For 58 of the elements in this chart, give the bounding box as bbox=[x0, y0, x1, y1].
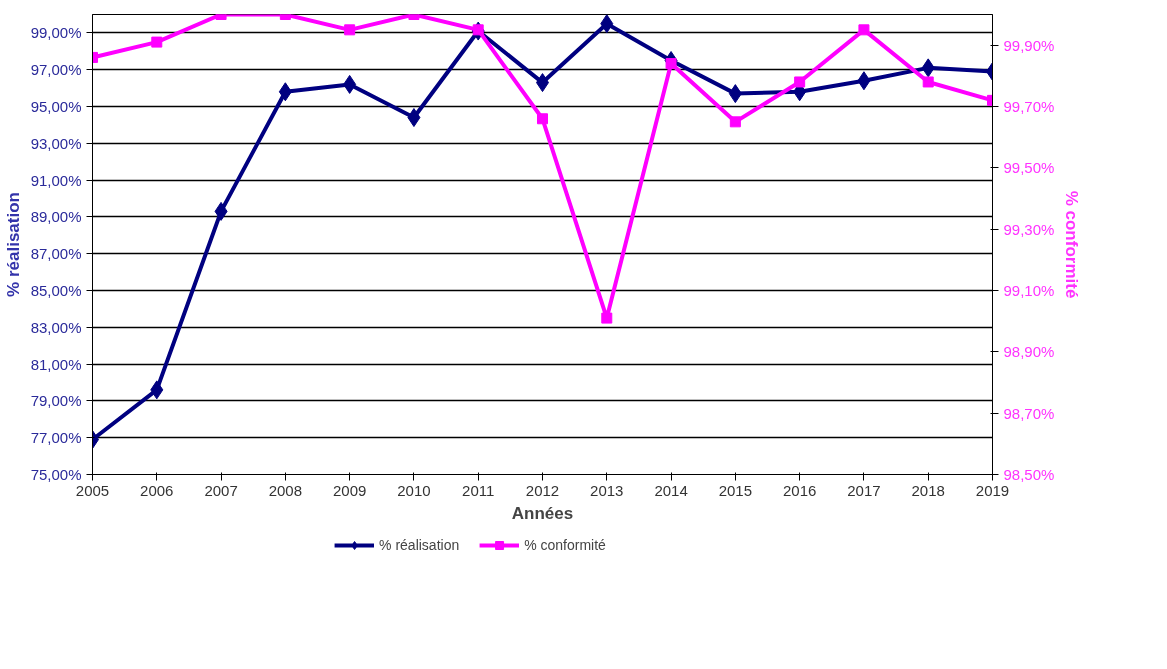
y-tick-label: 85,00% bbox=[30, 282, 82, 299]
y-tick-label: 81,00% bbox=[30, 355, 82, 373]
x-axis-title: Années bbox=[511, 503, 574, 523]
point bbox=[343, 74, 357, 94]
x-tick-label: 2010 bbox=[397, 481, 431, 499]
point bbox=[729, 116, 741, 128]
point bbox=[407, 108, 421, 128]
y-tick-label: 89,00% bbox=[30, 208, 82, 226]
y-tick-label: 99,00% bbox=[30, 24, 82, 42]
x-tick-label: 2014 bbox=[654, 481, 688, 499]
point bbox=[278, 82, 292, 102]
x-tick-label: 2017 bbox=[847, 481, 881, 499]
y-tick-label: 75,00% bbox=[30, 466, 82, 483]
y-tick-label: 83,00% bbox=[30, 318, 82, 336]
y-tick-label: 93,00% bbox=[30, 134, 82, 152]
y-tick-label: 87,00% bbox=[30, 245, 82, 263]
y-tick-label: 95,00% bbox=[30, 98, 82, 115]
point bbox=[150, 380, 164, 400]
point bbox=[794, 76, 806, 88]
x-tick-label: 2007 bbox=[204, 481, 238, 499]
x-tick-label: 2015 bbox=[718, 481, 753, 499]
point bbox=[214, 201, 228, 221]
y-tick-label: 97,00% bbox=[30, 61, 82, 79]
y2-tick-label: 98,90% bbox=[1003, 343, 1055, 361]
point bbox=[601, 312, 613, 324]
x-tick-label: 2018 bbox=[911, 481, 945, 499]
y2-tick-label: 98,50% bbox=[1003, 466, 1055, 483]
legend-label: % réalisation bbox=[379, 537, 460, 553]
x-tick-label: 2005 bbox=[75, 481, 110, 499]
point bbox=[537, 113, 548, 125]
x-tick-label: 2013 bbox=[590, 481, 624, 499]
point bbox=[728, 84, 742, 104]
y2-tick-label: 99,30% bbox=[1003, 220, 1055, 238]
y2-tick-label: 98,70% bbox=[1003, 404, 1055, 422]
y-tick-label: 77,00% bbox=[30, 429, 82, 447]
x-tick-label: 2011 bbox=[462, 481, 495, 499]
x-tick-label: 2008 bbox=[268, 481, 303, 499]
x-tick-label: 2016 bbox=[782, 481, 817, 499]
point bbox=[600, 14, 614, 34]
y-tick-label: 91,00% bbox=[30, 171, 82, 189]
legend-label: % conformité bbox=[524, 537, 606, 553]
point bbox=[857, 71, 871, 91]
y-axis-title: % réalisation bbox=[3, 192, 23, 297]
y2-tick-label: 99,90% bbox=[1003, 36, 1055, 54]
x-tick-label: 2019 bbox=[975, 481, 1010, 499]
x-tick-label: 2009 bbox=[332, 481, 367, 499]
point bbox=[151, 36, 163, 48]
x-tick-label: 2012 bbox=[525, 481, 560, 499]
y2-tick-label: 99,10% bbox=[1003, 282, 1055, 299]
point bbox=[344, 24, 356, 36]
point bbox=[858, 24, 870, 36]
x-tick-label: 2006 bbox=[140, 481, 174, 499]
point bbox=[922, 76, 934, 88]
y2-tick-label: 99,70% bbox=[1003, 98, 1055, 115]
y2-axis-title: % conformité bbox=[1062, 190, 1082, 299]
y2-tick-label: 99,50% bbox=[1003, 159, 1055, 177]
point bbox=[921, 58, 935, 78]
y-tick-label: 79,00% bbox=[30, 392, 82, 410]
